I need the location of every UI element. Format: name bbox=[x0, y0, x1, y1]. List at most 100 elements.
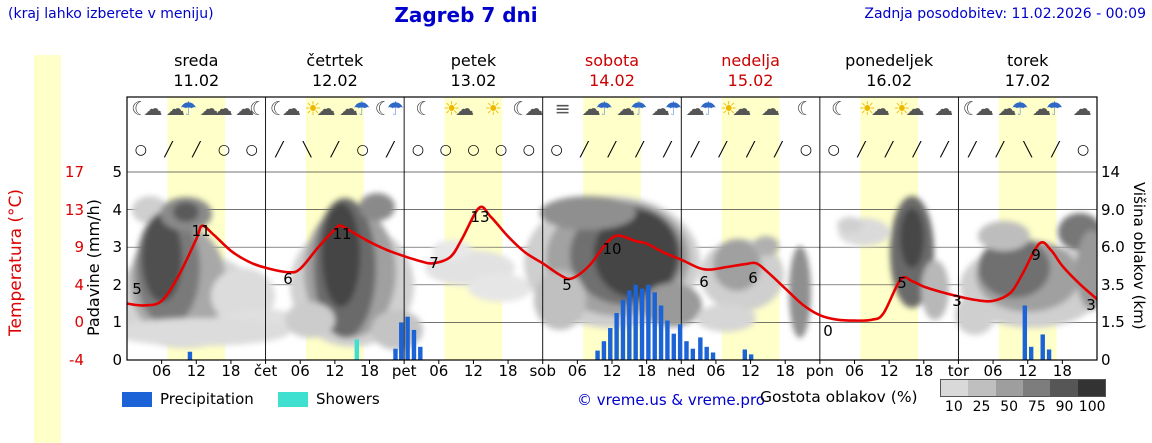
x-hour-label: 06 bbox=[429, 362, 449, 380]
rain-bar bbox=[608, 328, 613, 360]
day-name: nedelja bbox=[721, 51, 780, 70]
cloud-height-tick: 9.0 bbox=[1101, 200, 1125, 219]
wind-barb-icon: ╱ bbox=[718, 142, 728, 158]
weather-icon: ☀☁ bbox=[893, 98, 924, 120]
rain-bar bbox=[639, 288, 645, 360]
moon-icon: ☾ bbox=[796, 98, 814, 120]
rain-bar bbox=[1040, 334, 1045, 360]
wind-barb-icon: ╱ bbox=[663, 142, 672, 158]
cloud-icon: ☁ bbox=[524, 98, 543, 120]
precip-bars bbox=[187, 284, 1052, 360]
weather-icon: ☁☁ bbox=[199, 98, 233, 120]
x-hour-label: 12 bbox=[463, 362, 483, 380]
cloud-icon: ☁ bbox=[213, 98, 233, 120]
day-date: 11.02 bbox=[173, 71, 220, 90]
density-step bbox=[941, 380, 969, 396]
sun-icon: ☀ bbox=[484, 98, 502, 120]
weather-icon: ☁☂ bbox=[582, 98, 613, 120]
cloud-icon: ☁ bbox=[199, 98, 219, 120]
wind-barb-icon: ╱ bbox=[968, 142, 977, 158]
rain-bar bbox=[187, 351, 193, 360]
density-tick: 25 bbox=[972, 399, 991, 415]
precip-tick: 5 bbox=[112, 163, 122, 181]
cloud-icon: ☁ bbox=[732, 98, 751, 120]
rain-icon: ☂ bbox=[664, 98, 682, 120]
x-hour-label: 12 bbox=[741, 362, 761, 380]
calm-wind-icon: ○ bbox=[522, 142, 535, 158]
density-step bbox=[1022, 380, 1051, 396]
x-hour-label: 18 bbox=[637, 362, 657, 380]
shower-bar bbox=[354, 339, 359, 360]
day-name: sobota bbox=[584, 51, 640, 70]
rain-bar bbox=[671, 333, 676, 360]
copyright-link[interactable]: © vreme.us & vreme.pro bbox=[577, 391, 765, 409]
day-date: 14.02 bbox=[589, 71, 635, 90]
weather-icon: ☾☂ bbox=[374, 98, 404, 120]
x-hour-label: 18 bbox=[221, 362, 241, 380]
rain-bar bbox=[677, 324, 683, 360]
day-date: 12.02 bbox=[311, 71, 358, 90]
day-name: četrtek bbox=[306, 51, 364, 70]
wind-barb-icon: ╱ bbox=[275, 142, 284, 158]
precip-tick: 2 bbox=[112, 275, 122, 294]
temperature-value-label: 9 bbox=[1031, 246, 1041, 264]
cloud-icon: ☁ bbox=[616, 98, 635, 120]
rain-bar bbox=[393, 348, 398, 360]
rain-bar bbox=[1028, 346, 1034, 360]
cloud-icon: ☁ bbox=[870, 98, 890, 120]
density-step bbox=[995, 380, 1023, 396]
temperature-value-label: 3 bbox=[1086, 296, 1096, 314]
calm-wind-icon: ○ bbox=[217, 142, 231, 158]
rain-bar bbox=[710, 352, 716, 360]
calm-wind-icon: ○ bbox=[245, 142, 258, 158]
temp-tick: 4 bbox=[74, 275, 84, 294]
cloud-icon: ☁ bbox=[650, 98, 670, 120]
x-day-label: pet bbox=[391, 362, 417, 380]
x-hour-label: 06 bbox=[567, 362, 587, 380]
day-date: 15.02 bbox=[727, 71, 774, 90]
rain-icon: ☂ bbox=[179, 98, 197, 120]
wind-barb-icon: ╱ bbox=[607, 142, 617, 158]
temperature-value-label: 0 bbox=[823, 322, 833, 340]
temperature-value-label: 3 bbox=[952, 292, 962, 310]
precipitation-swatch bbox=[122, 391, 152, 407]
moon-icon: ☾ bbox=[415, 98, 432, 120]
moon-icon: ☾ bbox=[131, 98, 148, 120]
x-hour-label: 06 bbox=[983, 362, 1003, 380]
x-hour-label: 12 bbox=[602, 362, 622, 380]
sun-icon: ☀ bbox=[720, 98, 737, 120]
rain-bar bbox=[620, 299, 626, 360]
moon-icon: ☾ bbox=[831, 98, 848, 120]
density-tick: 100 bbox=[1078, 399, 1106, 415]
density-step bbox=[1077, 380, 1105, 396]
temperature-value-label: 6 bbox=[699, 273, 709, 291]
calm-wind-icon: ○ bbox=[411, 142, 425, 158]
day-name: petek bbox=[450, 51, 497, 70]
wind-barb-icon: ╱ bbox=[746, 142, 755, 158]
x-hour-label: 18 bbox=[775, 362, 795, 380]
calm-wind-icon: ○ bbox=[1077, 142, 1090, 158]
rain-bar bbox=[704, 346, 709, 360]
x-hour-label: 06 bbox=[844, 362, 865, 380]
cloud-icon: ☁ bbox=[339, 98, 358, 120]
rain-icon: ☂ bbox=[595, 98, 613, 120]
temperature-value-label: 7 bbox=[429, 254, 439, 272]
day-date: 17.02 bbox=[1004, 71, 1051, 90]
temp-tick: 17 bbox=[64, 163, 84, 181]
cloud-icon: ☁ bbox=[281, 98, 301, 120]
cloud-icon: ☁ bbox=[455, 98, 474, 120]
weather-icon: ☁☂ bbox=[685, 98, 717, 120]
rain-bar bbox=[601, 341, 607, 360]
weather-icon: ☁ bbox=[761, 98, 780, 120]
moon-icon: ☾ bbox=[374, 98, 392, 120]
precip-tick: 1 bbox=[112, 313, 122, 332]
rain-icon: ☂ bbox=[630, 98, 647, 120]
weather-icon: ☁☂ bbox=[165, 98, 197, 120]
cloud-icon: ☁ bbox=[316, 98, 336, 120]
cloud-icon: ☁ bbox=[165, 98, 185, 120]
cloud-icon: ☁ bbox=[685, 98, 705, 120]
temp-tick: 0 bbox=[74, 313, 84, 332]
day-date: 16.02 bbox=[866, 71, 913, 90]
temp-axis-label: Temperatura (°C) bbox=[6, 188, 26, 337]
x-day-label: ned bbox=[667, 362, 696, 380]
